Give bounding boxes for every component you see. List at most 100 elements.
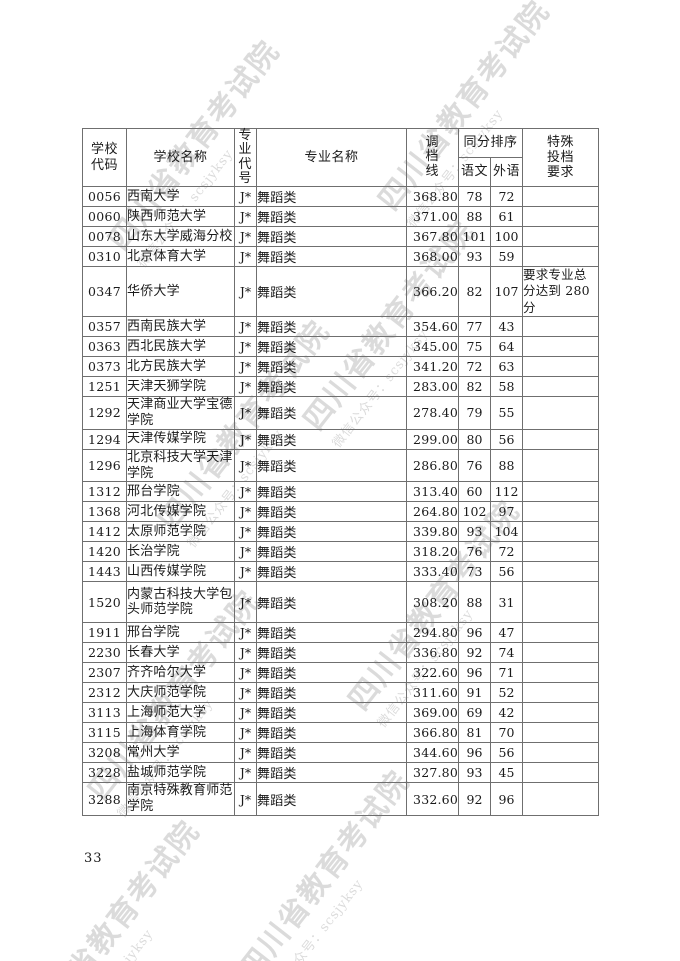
header-special-requirement-line3: 要求 — [547, 165, 575, 181]
cell-school-name: 北京体育大学 — [126, 246, 235, 268]
cell-cutoff-score: 366.20 — [406, 266, 459, 317]
cell-special-requirement — [522, 702, 600, 724]
header-major-code-char3: 代 — [238, 156, 253, 172]
table-row: 0078 山东大学威海分校 J* 舞蹈类 367.80 101 100 — [82, 226, 600, 248]
table-row: 3228 盐城师范学院 J* 舞蹈类 327.80 93 45 — [82, 762, 600, 784]
cell-tie-break-foreign: 70 — [489, 722, 524, 744]
cell-school-code: 1443 — [82, 561, 127, 583]
cell-major-code: J* — [234, 662, 257, 684]
cell-cutoff-score: 371.00 — [406, 206, 459, 228]
cell-school-name: 大庆师范学院 — [126, 682, 235, 704]
cell-major-code: J* — [234, 315, 257, 337]
cell-major-name: 舞蹈类 — [256, 186, 407, 208]
cell-tie-break-chinese: 96 — [458, 662, 491, 684]
cell-cutoff-score: 366.80 — [406, 722, 459, 744]
cell-cutoff-score: 294.80 — [406, 622, 459, 644]
cell-school-name: 常州大学 — [126, 742, 235, 764]
cell-school-code: 1251 — [82, 375, 127, 397]
cell-tie-break-foreign: 64 — [489, 335, 524, 357]
table-row: 0357 西南民族大学 J* 舞蹈类 354.60 77 43 — [82, 315, 600, 337]
cell-school-code: 3115 — [82, 722, 127, 744]
cell-special-requirement — [522, 682, 600, 704]
header-school-code: 学校 代码 — [82, 127, 127, 188]
cell-tie-break-foreign: 100 — [489, 226, 524, 248]
cell-school-name: 太原师范学院 — [126, 521, 235, 543]
cell-major-name: 舞蹈类 — [256, 226, 407, 248]
cell-cutoff-score: 322.60 — [406, 662, 459, 684]
cell-school-code: 1420 — [82, 541, 127, 563]
cell-major-code: J* — [234, 702, 257, 724]
watermark-sub-text: 微信公众号：scsjyksy — [52, 837, 225, 961]
header-row-primary: 学校 代码 学校名称 专 业 代 号 专业名称 调 档 线 同分排序 — [82, 127, 600, 188]
cell-school-code: 0056 — [82, 186, 127, 208]
cell-school-code: 0357 — [82, 315, 127, 337]
cell-tie-break-foreign: 72 — [489, 541, 524, 563]
cell-tie-break-foreign: 59 — [489, 246, 524, 268]
cell-cutoff-score: 369.00 — [406, 702, 459, 724]
cell-tie-break-foreign: 107 — [489, 266, 524, 317]
cell-special-requirement — [522, 246, 600, 268]
cell-tie-break-foreign: 61 — [489, 206, 524, 228]
cell-tie-break-foreign: 88 — [489, 448, 524, 483]
cell-school-name: 西南大学 — [126, 186, 235, 208]
cell-tie-break-foreign: 63 — [489, 355, 524, 377]
cell-major-code: J* — [234, 246, 257, 268]
cell-tie-break-chinese: 82 — [458, 266, 491, 317]
header-special-requirement-line2: 投档 — [547, 149, 575, 165]
cell-school-code: 3208 — [82, 742, 127, 764]
cell-tie-break-chinese: 80 — [458, 428, 491, 450]
table-row: 0060 陕西师范大学 J* 舞蹈类 371.00 88 61 — [82, 206, 600, 228]
cell-major-code: J* — [234, 682, 257, 704]
cell-special-requirement — [522, 742, 600, 764]
cell-school-name: 内蒙古科技大学包头师范学院 — [126, 581, 235, 624]
cell-school-name: 北方民族大学 — [126, 355, 235, 377]
cell-major-name: 舞蹈类 — [256, 375, 407, 397]
cell-major-code: J* — [234, 226, 257, 248]
header-tie-break-foreign: 外语 — [489, 157, 524, 188]
header-major-name: 专业名称 — [256, 127, 407, 188]
cell-cutoff-score: 311.60 — [406, 682, 459, 704]
cell-school-code: 1412 — [82, 521, 127, 543]
cell-cutoff-score: 341.20 — [406, 355, 459, 377]
cell-school-code: 0363 — [82, 335, 127, 357]
cell-school-name: 齐齐哈尔大学 — [126, 662, 235, 684]
cell-tie-break-chinese: 91 — [458, 682, 491, 704]
cell-major-code: J* — [234, 581, 257, 624]
cell-school-code: 3228 — [82, 762, 127, 784]
cell-major-name: 舞蹈类 — [256, 541, 407, 563]
cell-major-name: 舞蹈类 — [256, 481, 407, 503]
cell-cutoff-score: 264.80 — [406, 501, 459, 523]
header-cutoff-score: 调 档 线 — [406, 127, 459, 188]
cell-special-requirement — [522, 561, 600, 583]
table-row: 1443 山西传媒学院 J* 舞蹈类 333.40 73 56 — [82, 561, 600, 583]
cell-school-code: 2312 — [82, 682, 127, 704]
cell-special-requirement — [522, 662, 600, 684]
cell-school-name: 华侨大学 — [126, 266, 235, 317]
cell-tie-break-foreign: 104 — [489, 521, 524, 543]
cell-major-name: 舞蹈类 — [256, 561, 407, 583]
cell-special-requirement — [522, 186, 600, 208]
header-tie-break-group: 同分排序 — [457, 127, 524, 159]
watermark-main-text: 四川省教育考试院 — [21, 814, 208, 961]
cell-school-code: 0373 — [82, 355, 127, 377]
table-row: 3115 上海体育学院 J* 舞蹈类 366.80 81 70 — [82, 722, 600, 744]
cell-tie-break-foreign: 42 — [489, 702, 524, 724]
cell-cutoff-score: 318.20 — [406, 541, 459, 563]
cell-tie-break-chinese: 93 — [458, 521, 491, 543]
cell-major-code: J* — [234, 722, 257, 744]
cell-tie-break-chinese: 92 — [458, 642, 491, 664]
cell-school-code: 0310 — [82, 246, 127, 268]
cell-special-requirement — [522, 521, 600, 543]
table-row: 1412 太原师范学院 J* 舞蹈类 339.80 93 104 — [82, 521, 600, 543]
cell-school-name: 邢台学院 — [126, 622, 235, 644]
cell-school-code: 2307 — [82, 662, 127, 684]
cell-tie-break-chinese: 101 — [458, 226, 491, 248]
cell-cutoff-score: 332.60 — [406, 782, 459, 817]
cell-tie-break-chinese: 73 — [458, 561, 491, 583]
cell-major-name: 舞蹈类 — [256, 662, 407, 684]
cell-major-name: 舞蹈类 — [256, 742, 407, 764]
table-row: 3288 南京特殊教育师范学院 J* 舞蹈类 332.60 92 96 — [82, 782, 600, 817]
cell-school-code: 3288 — [82, 782, 127, 817]
cell-cutoff-score: 308.20 — [406, 581, 459, 624]
table-row: 1368 河北传媒学院 J* 舞蹈类 264.80 102 97 — [82, 501, 600, 523]
